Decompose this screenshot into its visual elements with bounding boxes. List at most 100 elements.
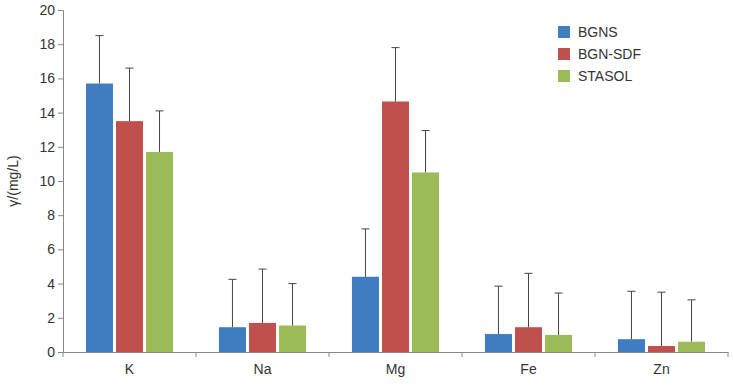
y-tick-label: 8 <box>47 207 55 223</box>
y-tick: 2 <box>47 310 63 326</box>
error-bar <box>555 293 563 335</box>
bar <box>86 84 113 352</box>
error-bar <box>658 292 666 346</box>
x-tick: K <box>125 352 135 377</box>
legend-item: BGN-SDF <box>558 46 641 62</box>
error-line <box>129 68 130 121</box>
error-bar <box>259 269 267 323</box>
error-cap <box>627 291 635 292</box>
error-bar <box>688 300 696 342</box>
error-line <box>99 36 100 84</box>
category-separator <box>595 352 596 357</box>
error-bar <box>525 273 533 327</box>
y-tick-mark <box>58 10 63 11</box>
error-bar <box>361 229 369 277</box>
x-tick: Zn <box>653 352 669 377</box>
y-tick-label: 4 <box>47 276 55 292</box>
bar <box>485 334 512 352</box>
x-axis: K Na Mg Fe Zn <box>64 352 729 377</box>
error-bar <box>289 284 297 326</box>
bar <box>249 323 276 352</box>
y-axis-line <box>58 11 64 353</box>
bar <box>618 339 645 352</box>
y-tick-label: 16 <box>39 70 55 86</box>
category-separator <box>329 352 330 357</box>
x-tick: Mg <box>386 352 405 377</box>
x-tick-label: K <box>125 361 135 377</box>
y-tick: 8 <box>47 207 63 223</box>
y-tick-mark <box>58 352 63 353</box>
y-tick-label: 0 <box>47 344 55 360</box>
error-line <box>691 300 692 342</box>
error-line <box>425 131 426 173</box>
error-bar <box>422 131 430 173</box>
error-cap <box>95 35 103 36</box>
error-cap <box>392 47 400 48</box>
error-cap <box>228 279 236 280</box>
error-bar <box>228 279 236 327</box>
bar <box>515 327 542 352</box>
y-tick-mark <box>58 181 63 182</box>
legend-item: STASOL <box>558 68 632 84</box>
y-axis: 0 2 4 6 8 10 12 14 16 18 20 <box>39 2 63 360</box>
y-tick: 6 <box>47 241 63 257</box>
x-axis-line <box>64 352 729 353</box>
x-tick-label: Fe <box>520 361 537 377</box>
error-bar <box>627 291 635 339</box>
legend-item: BGNS <box>558 24 618 40</box>
y-tick: 10 <box>39 173 63 189</box>
bar <box>412 172 439 352</box>
error-line <box>232 279 233 327</box>
chart: 0 2 4 6 8 10 12 14 16 18 20 K Na Mg Fe Zn BGNS BGN-SDF STA… <box>0 0 733 390</box>
y-tick-mark <box>58 113 63 114</box>
y-tick-label: 2 <box>47 310 55 326</box>
bar <box>219 327 246 352</box>
legend-label: BGN-SDF <box>578 46 641 62</box>
error-line <box>558 293 559 335</box>
y-tick: 12 <box>39 139 63 155</box>
y-tick: 16 <box>39 70 63 86</box>
bar <box>116 121 143 352</box>
error-bar <box>156 111 164 152</box>
error-line <box>365 229 366 277</box>
category-separator <box>63 352 64 357</box>
error-cap <box>494 286 502 287</box>
category-separator <box>728 352 729 357</box>
y-tick-mark <box>58 318 63 319</box>
error-cap <box>555 293 563 294</box>
bar <box>279 325 306 352</box>
x-tick-label: Na <box>254 361 272 377</box>
y-tick-label: 20 <box>39 2 55 18</box>
y-tick-label: 10 <box>39 173 55 189</box>
y-tick: 18 <box>39 36 63 52</box>
x-tick: Fe <box>520 352 537 377</box>
y-tick: 20 <box>39 2 63 18</box>
y-tick-mark <box>58 147 63 148</box>
legend-swatch <box>558 48 570 60</box>
bar <box>146 152 173 352</box>
y-tick: 4 <box>47 276 63 292</box>
series <box>116 48 675 352</box>
error-bar <box>494 286 502 334</box>
bar <box>648 346 675 352</box>
plot: 0 2 4 6 8 10 12 14 16 18 20 K Na Mg Fe Zn BGNS BGN-SDF STA… <box>39 2 728 377</box>
error-line <box>262 269 263 323</box>
error-cap <box>688 299 696 300</box>
series <box>146 111 705 352</box>
y-tick-mark <box>58 215 63 216</box>
bar <box>678 342 705 352</box>
error-line <box>631 291 632 339</box>
x-tick-label: Zn <box>653 361 669 377</box>
y-tick-mark <box>58 78 63 79</box>
y-axis-title: γ/(mg/L) <box>5 155 21 206</box>
error-line <box>395 48 396 102</box>
x-tick-label: Mg <box>386 361 405 377</box>
y-tick-label: 18 <box>39 36 55 52</box>
y-tick-mark <box>58 284 63 285</box>
category-separator <box>196 352 197 357</box>
bar <box>382 101 409 352</box>
legend-label: STASOL <box>578 68 632 84</box>
error-bar <box>392 48 400 102</box>
y-tick-label: 14 <box>39 105 55 121</box>
category-separator <box>462 352 463 357</box>
